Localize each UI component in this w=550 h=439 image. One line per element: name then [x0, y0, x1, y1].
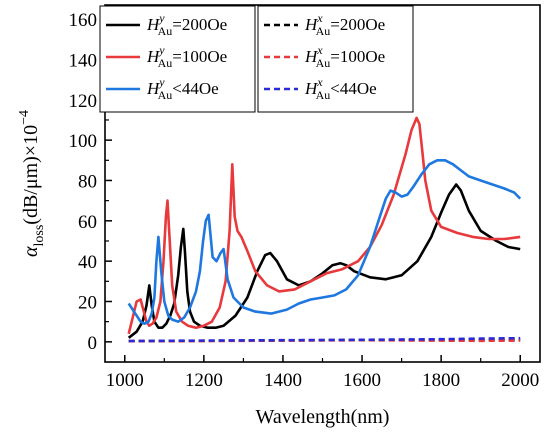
legend-label-3: Hy Au<44Oe: [146, 75, 219, 102]
legend-box-2: [257, 5, 414, 113]
y-tick-label-140: 140: [69, 50, 98, 71]
y-tick-label-20: 20: [78, 292, 97, 313]
legend-label-1: Hy Au=200Oe: [146, 11, 227, 38]
series-line-2: [127, 116, 521, 335]
legend-box-1: [99, 5, 256, 113]
y-label-units: (dB/μm)×10: [20, 125, 42, 225]
legend-label-2: Hy Au=100Oe: [146, 43, 227, 70]
x-axis-label: Wavelength(nm): [256, 406, 390, 428]
x-tick-label-2000: 2000: [501, 370, 539, 391]
x-tick-label-1600: 1600: [343, 370, 381, 391]
legend: Hy Au=200Oe Hy Au=100Oe Hy Au<44Oe Hx Au=200Oe H…: [99, 5, 414, 113]
y-tick-label-160: 160: [69, 10, 98, 31]
y-label-symbol: α: [20, 246, 42, 257]
y-tick-label-0: 0: [88, 333, 98, 354]
x-tick-label-1800: 1800: [422, 370, 460, 391]
y-label-exp: −4: [17, 110, 32, 125]
series-line-1: [127, 183, 521, 339]
y-label-sub: loss: [32, 225, 47, 247]
y-tick-label-120: 120: [69, 91, 98, 112]
series-layer: [127, 116, 522, 343]
y-axis-label: αloss(dB/μm)×10−4: [17, 110, 47, 257]
legend-label-4: Hx Au=200Oe: [304, 11, 385, 38]
y-tick-label-40: 40: [78, 252, 97, 273]
y-tick-label-100: 100: [69, 131, 98, 152]
y-tick-label-60: 60: [78, 212, 97, 233]
series-line-6: [128, 336, 521, 343]
series-line-3: [127, 159, 522, 326]
tick-layer: 1000 1200 1400 1600 1800 2000 0 20 40 60 80 100 120 1…: [69, 10, 540, 391]
legend-label-6: Hx Au<44Oe: [304, 75, 377, 102]
x-tick-label-1400: 1400: [264, 370, 302, 391]
x-tick-label-1200: 1200: [185, 370, 223, 391]
y-tick-label-80: 80: [78, 171, 97, 192]
x-tick-label-1000: 1000: [106, 370, 144, 391]
legend-label-5: Hx Au=100Oe: [304, 43, 385, 70]
